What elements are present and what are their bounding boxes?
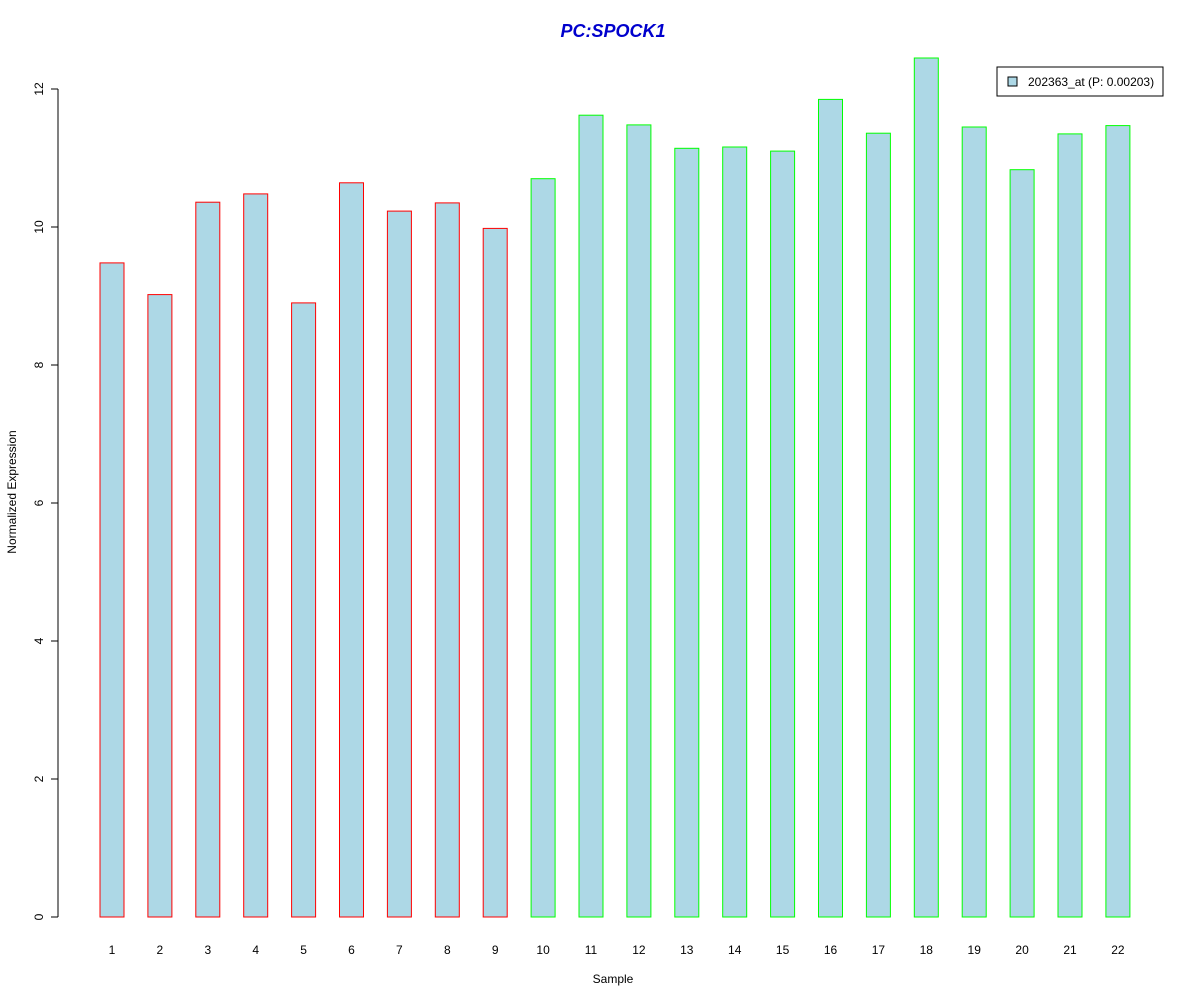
- x-tick-label: 17: [872, 943, 886, 957]
- x-tick-label: 15: [776, 943, 790, 957]
- x-tick-label: 3: [204, 943, 211, 957]
- bar-sample-5: [291, 302, 317, 918]
- x-axis-label: Sample: [593, 972, 634, 986]
- y-tick-label: 8: [32, 361, 46, 368]
- legend: 202363_at (P: 0.00203): [996, 66, 1164, 97]
- x-tick-label: 20: [1015, 943, 1029, 957]
- bar-sample-22: [1105, 125, 1131, 918]
- x-tick-label: 13: [680, 943, 694, 957]
- y-tick-label: 12: [32, 82, 46, 96]
- x-tick-label: 21: [1063, 943, 1077, 957]
- bar-sample-9: [482, 227, 508, 918]
- bar-sample-8: [434, 202, 460, 918]
- y-axis-label: Normalized Expression: [5, 430, 19, 553]
- y-tick-label: 2: [32, 775, 46, 782]
- bar-sample-20: [1009, 169, 1035, 918]
- bar-sample-15: [770, 150, 796, 918]
- legend-box: [996, 66, 1164, 97]
- x-tick-label: 18: [920, 943, 934, 957]
- x-tick-label: 14: [728, 943, 742, 957]
- bar-sample-19: [961, 126, 987, 918]
- x-tick-label: 7: [396, 943, 403, 957]
- x-tick-label: 6: [348, 943, 355, 957]
- bar-sample-2: [147, 294, 173, 918]
- bar-sample-3: [195, 201, 221, 918]
- bar-sample-4: [243, 193, 269, 918]
- x-tick-label: 22: [1111, 943, 1125, 957]
- bar-sample-10: [530, 178, 556, 918]
- x-tick-label: 12: [632, 943, 646, 957]
- x-tick-label: 2: [157, 943, 164, 957]
- bar-sample-11: [578, 114, 604, 918]
- x-tick-label: 10: [536, 943, 550, 957]
- x-tick-label: 19: [968, 943, 982, 957]
- bars: [99, 57, 1131, 918]
- bar-sample-13: [674, 147, 700, 918]
- bar-sample-7: [386, 210, 412, 918]
- x-axis-tick-labels: 1 2 3 4 5 6 7 8 9 10 11 12 13 14 15 16 17 18 19 20 21 22: [109, 943, 1125, 957]
- x-tick-label: 5: [300, 943, 307, 957]
- legend-swatch: [1007, 76, 1018, 87]
- y-tick-label: 0: [32, 913, 46, 920]
- y-axis: 0 2 4 6 8 10 12: [32, 82, 59, 920]
- x-tick-label: 1: [109, 943, 116, 957]
- x-tick-label: 8: [444, 943, 451, 957]
- legend-label: 202363_at (P: 0.00203): [1028, 75, 1154, 89]
- bar-sample-12: [626, 124, 652, 918]
- x-tick-label: 9: [492, 943, 499, 957]
- x-tick-label: 4: [252, 943, 259, 957]
- chart-title: PC:SPOCK1: [560, 21, 665, 41]
- bar-sample-16: [818, 98, 843, 918]
- x-tick-label: 11: [585, 943, 598, 957]
- y-tick-label: 6: [32, 499, 46, 506]
- y-tick-label: 4: [32, 637, 46, 644]
- bar-sample-14: [722, 146, 748, 918]
- y-tick-label: 10: [32, 220, 46, 234]
- x-tick-label: 16: [824, 943, 838, 957]
- bar-sample-6: [339, 182, 364, 918]
- bar-sample-17: [865, 132, 891, 918]
- bar-sample-21: [1057, 133, 1083, 918]
- bar-sample-1: [99, 262, 125, 918]
- bar-sample-18: [913, 57, 939, 918]
